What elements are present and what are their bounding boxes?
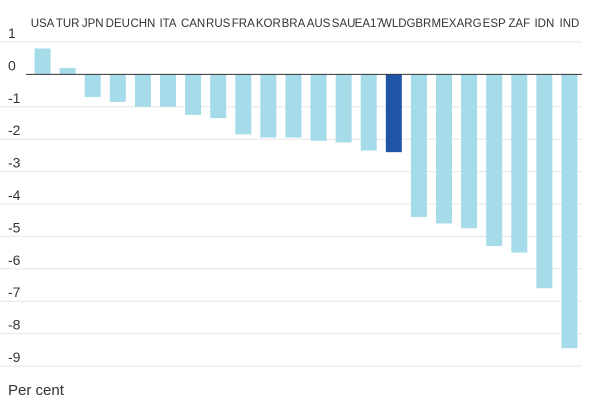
category-label: IDN <box>534 18 554 30</box>
y-tick-label: -7 <box>8 284 21 300</box>
category-label: BRA <box>282 18 306 30</box>
bar-esp <box>486 74 503 247</box>
bar-ea17 <box>360 74 377 151</box>
category-label: TUR <box>56 18 80 30</box>
category-label: DEU <box>106 18 130 30</box>
category-label: RUS <box>206 18 231 30</box>
bar-kor <box>260 74 277 138</box>
category-label: JPN <box>82 18 104 30</box>
y-tick-label: -2 <box>8 122 21 138</box>
bar-arg <box>461 74 478 229</box>
y-tick-label: -4 <box>8 187 21 203</box>
bar-ita <box>160 74 176 107</box>
bar-deu <box>109 74 126 102</box>
y-tick-label: -6 <box>8 252 21 268</box>
bar-usa <box>34 48 51 75</box>
bar-gbr <box>410 74 427 217</box>
category-label: ITA <box>159 18 176 30</box>
bar-mex <box>436 74 452 224</box>
bar-rus <box>210 74 227 119</box>
y-tick-label: 1 <box>8 25 16 41</box>
y-tick-label: -3 <box>8 155 21 171</box>
bar-ind <box>561 74 578 349</box>
bar-idn <box>536 74 553 289</box>
category-label: MEX <box>432 18 457 30</box>
category-label: KOR <box>256 18 281 30</box>
y-axis: 1 0 -1 -2 -3 -4 -5 -6 -7 -8 -9 <box>8 25 21 365</box>
y-tick-label: -9 <box>8 349 21 365</box>
category-label: ZAF <box>508 18 530 30</box>
category-label: AUS <box>307 18 331 30</box>
category-label: WLD <box>381 18 407 30</box>
bar-wld <box>385 74 402 153</box>
bar-aus <box>310 74 327 141</box>
category-label: IND <box>560 18 580 30</box>
category-label: CHN <box>130 18 155 30</box>
bars <box>26 48 582 349</box>
bar-jpn <box>84 74 101 98</box>
gridlines <box>0 41 582 367</box>
category-label: ARG <box>457 18 482 30</box>
bar-bra <box>285 74 302 138</box>
category-label: FRA <box>232 18 255 30</box>
bar-tur <box>59 67 76 75</box>
bar-zaf <box>511 74 528 253</box>
category-label: USA <box>31 18 55 30</box>
x-axis: USA TUR JPN DEU CHN ITA CAN RUS FRA KOR BRA AUS SAU E… <box>31 18 580 30</box>
y-axis-unit-label: Per cent <box>8 382 64 399</box>
bar-can <box>185 74 202 115</box>
y-tick-label: -8 <box>8 317 21 333</box>
category-label: EA17 <box>355 18 383 30</box>
category-label: SAU <box>332 18 356 30</box>
y-tick-label: -5 <box>8 219 21 235</box>
y-tick-label: 0 <box>8 57 16 73</box>
bar-fra <box>235 74 252 135</box>
y-tick-label: -1 <box>8 90 21 106</box>
bar-chn <box>134 74 151 107</box>
category-label: ESP <box>483 18 506 30</box>
category-label: CAN <box>181 18 205 30</box>
bar-sau <box>335 74 352 143</box>
category-label: GBR <box>406 18 431 30</box>
